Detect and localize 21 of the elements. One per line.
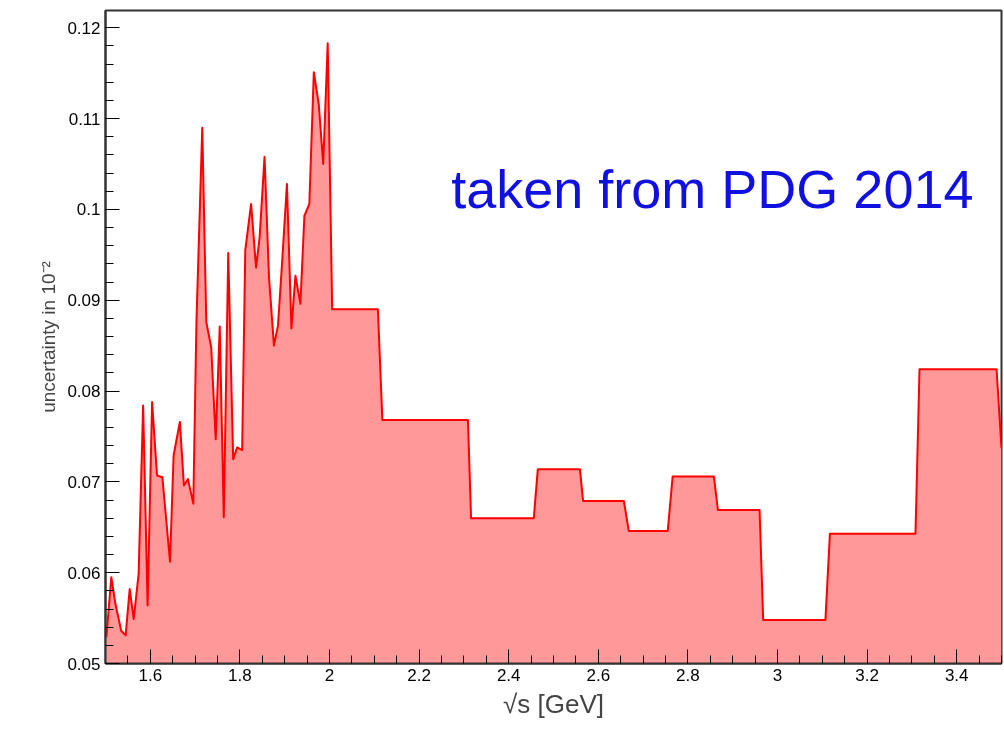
x-tick-label: 2.8	[676, 665, 700, 685]
y-tick-label: 0.09	[67, 291, 101, 311]
x-tick-label: 3.4	[944, 665, 969, 685]
y-axis-title: uncertainty in 10⁻²	[38, 261, 60, 413]
y-tick-label: 0.1	[76, 200, 101, 220]
y-tick-label: 0.08	[67, 382, 101, 402]
x-tick-label: 2.6	[586, 665, 611, 685]
x-tick-label: 3.2	[855, 665, 879, 685]
annotation: taken from PDG 2014	[451, 158, 974, 219]
x-tick-label: 2.2	[407, 665, 431, 685]
y-tick-label: 0.12	[67, 18, 101, 38]
x-axis-title: √s [GeV]	[503, 688, 604, 719]
y-tick-label: 0.07	[67, 472, 101, 492]
x-tick-label: 1.8	[228, 665, 252, 685]
y-tick-label: 0.06	[67, 563, 101, 583]
x-tick-label: 2	[324, 665, 335, 685]
x-tick-label: 1.6	[138, 665, 163, 685]
x-tick-label: 2.4	[496, 665, 521, 685]
y-tick-label: 0.05	[67, 654, 101, 674]
x-tick-label: 3	[772, 665, 783, 685]
y-tick-label: 0.11	[68, 109, 101, 129]
